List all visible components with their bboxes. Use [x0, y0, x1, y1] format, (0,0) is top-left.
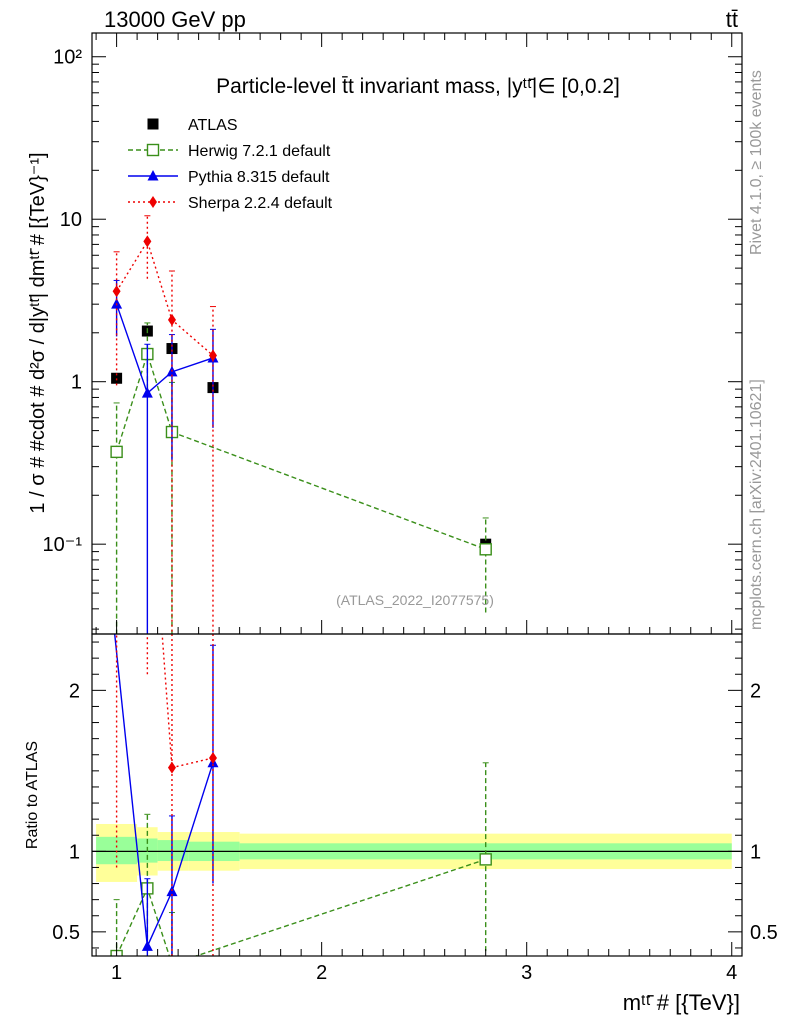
main-ytick-label: 1	[71, 372, 82, 394]
header-left: 13000 GeV pp	[104, 7, 246, 32]
ratio-marks	[92, 588, 742, 970]
legend-label-sherpa: Sherpa 2.2.4 default	[188, 195, 333, 212]
main-marks	[110, 215, 492, 634]
legend-label-herwig: Herwig 7.2.1 default	[188, 143, 331, 160]
series-line-sherpa	[116, 239, 214, 357]
uncertainty-band-inner	[157, 840, 189, 862]
main-ylabel: 1 / σ # #cdot # d²σ / d|yᵗᵗ̄| dmᵗᵗ̄ # [{…	[27, 152, 49, 513]
ratio-frame	[91, 633, 743, 957]
ratio-ytick-label: 2	[69, 680, 80, 702]
legend-marker-atlas	[147, 118, 159, 130]
ratio-ylabel: Ratio to ATLAS	[24, 741, 41, 849]
ratio-ytick-label-right: 2	[750, 680, 761, 702]
mcplots-label: mcplots.cern.ch [arXiv:2401.10621]	[748, 379, 765, 630]
main-ytick-label: 10²	[53, 47, 82, 69]
ratio-point-pythia	[141, 940, 153, 951]
point-sherpa	[112, 285, 121, 298]
ratio-panel: 1 2 3 4 2 2 1 1 0.5 0.5 Ratio to ATLAS mᵗᵗ̄ # [{T…	[24, 588, 778, 1015]
ratio-point-sherpa	[208, 751, 217, 764]
analysis-watermark: (ATLAS_2022_I2077575)	[336, 592, 494, 608]
ratio-point-sherpa	[167, 761, 176, 774]
legend-marker-sherpa	[149, 196, 157, 208]
legend-marker-pythia	[147, 170, 159, 181]
main-ytick-label: 10	[60, 209, 82, 231]
ratio-ytick-label: 0.5	[52, 922, 80, 944]
legend-label-atlas: ATLAS	[188, 117, 238, 134]
point-herwig	[479, 543, 492, 556]
x-axis-label: mᵗᵗ̄ # [{TeV}]	[623, 990, 740, 1015]
main-title: Particle-level t̄t invariant mass, |yᵗᵗ̄…	[216, 75, 620, 98]
point-sherpa	[143, 235, 152, 248]
ratio-series-herwig	[110, 762, 492, 970]
ratio-line-sherpa	[161, 634, 214, 769]
ratio-point-pythia	[105, 588, 116, 599]
rivet-label: Rivet 4.1.0, ≥ 100k events	[748, 70, 765, 255]
ratio-series-pythia	[105, 588, 219, 956]
series-sherpa	[112, 215, 217, 634]
ratio-point-herwig	[166, 959, 177, 970]
legend-marker-herwig	[146, 143, 160, 157]
main-ytick-label: 10⁻¹	[43, 534, 83, 556]
ratio-point-herwig	[479, 853, 492, 866]
series-line-herwig	[115, 351, 486, 550]
ratio-line-pythia	[113, 634, 214, 949]
main-panel: 10² 10 1 10⁻¹ Particle-level t̄t invariant …	[27, 32, 743, 635]
x-tick-label: 3	[521, 962, 532, 984]
x-tick-label: 1	[111, 962, 122, 984]
legend-label-pythia: Pythia 8.315 default	[188, 169, 330, 186]
ratio-ytick-label-right: 0.5	[750, 922, 778, 944]
point-atlas	[111, 372, 123, 384]
x-tick-label: 4	[726, 962, 737, 984]
ratio-ytick-label: 1	[69, 841, 80, 863]
point-pythia	[141, 387, 153, 398]
point-sherpa	[208, 349, 217, 362]
ratio-axes: 1 2 3 4 2 2 1 1 0.5 0.5	[52, 641, 778, 984]
series-herwig	[110, 322, 492, 634]
header-right: tt̄	[726, 7, 738, 32]
legend: ATLAS Herwig 7.2.1 default Pythia 8.315 de…	[128, 117, 333, 212]
point-herwig	[110, 445, 123, 459]
ratio-series-sherpa	[115, 634, 217, 956]
ratio-ytick-label-right: 1	[750, 841, 761, 863]
x-tick-label: 2	[316, 962, 327, 984]
point-sherpa	[167, 313, 176, 326]
series-line-pythia	[115, 303, 214, 395]
main-axes: 10² 10 1 10⁻¹	[43, 33, 742, 634]
series-pythia	[111, 279, 219, 634]
ratio-line-herwig	[115, 858, 486, 956]
